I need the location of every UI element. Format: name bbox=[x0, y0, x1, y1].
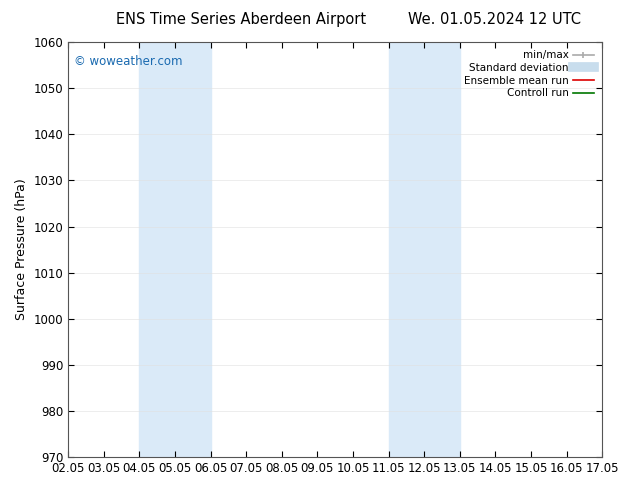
Bar bbox=[139, 42, 210, 457]
Legend: min/max, Standard deviation, Ensemble mean run, Controll run: min/max, Standard deviation, Ensemble me… bbox=[461, 47, 597, 101]
Bar bbox=[389, 42, 460, 457]
Text: ENS Time Series Aberdeen Airport: ENS Time Series Aberdeen Airport bbox=[116, 12, 366, 27]
Text: We. 01.05.2024 12 UTC: We. 01.05.2024 12 UTC bbox=[408, 12, 581, 27]
Text: © woweather.com: © woweather.com bbox=[74, 54, 182, 68]
Y-axis label: Surface Pressure (hPa): Surface Pressure (hPa) bbox=[15, 179, 28, 320]
